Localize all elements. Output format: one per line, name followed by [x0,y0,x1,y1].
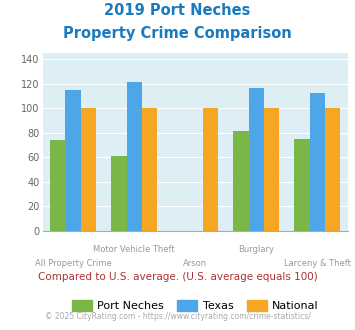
Text: © 2025 CityRating.com - https://www.cityrating.com/crime-statistics/: © 2025 CityRating.com - https://www.city… [45,312,310,321]
Bar [142,108,157,231]
Bar [203,108,218,231]
Bar [66,90,81,231]
Text: Motor Vehicle Theft: Motor Vehicle Theft [93,245,175,254]
Bar [264,108,279,231]
Text: All Property Crime: All Property Crime [35,259,111,268]
Text: 2019 Port Neches: 2019 Port Neches [104,3,251,18]
Text: Property Crime Comparison: Property Crime Comparison [63,26,292,41]
Bar [50,140,66,231]
Bar [310,93,325,231]
Bar [127,82,142,231]
Text: Larceny & Theft: Larceny & Theft [284,259,351,268]
Bar [325,108,340,231]
Text: Compared to U.S. average. (U.S. average equals 100): Compared to U.S. average. (U.S. average … [38,272,317,282]
Bar [111,156,126,231]
Legend: Port Neches, Texas, National: Port Neches, Texas, National [67,295,323,316]
Bar [294,139,310,231]
Text: Arson: Arson [183,259,207,268]
Text: Burglary: Burglary [238,245,274,254]
Bar [248,88,264,231]
Bar [81,108,96,231]
Bar [234,131,248,231]
